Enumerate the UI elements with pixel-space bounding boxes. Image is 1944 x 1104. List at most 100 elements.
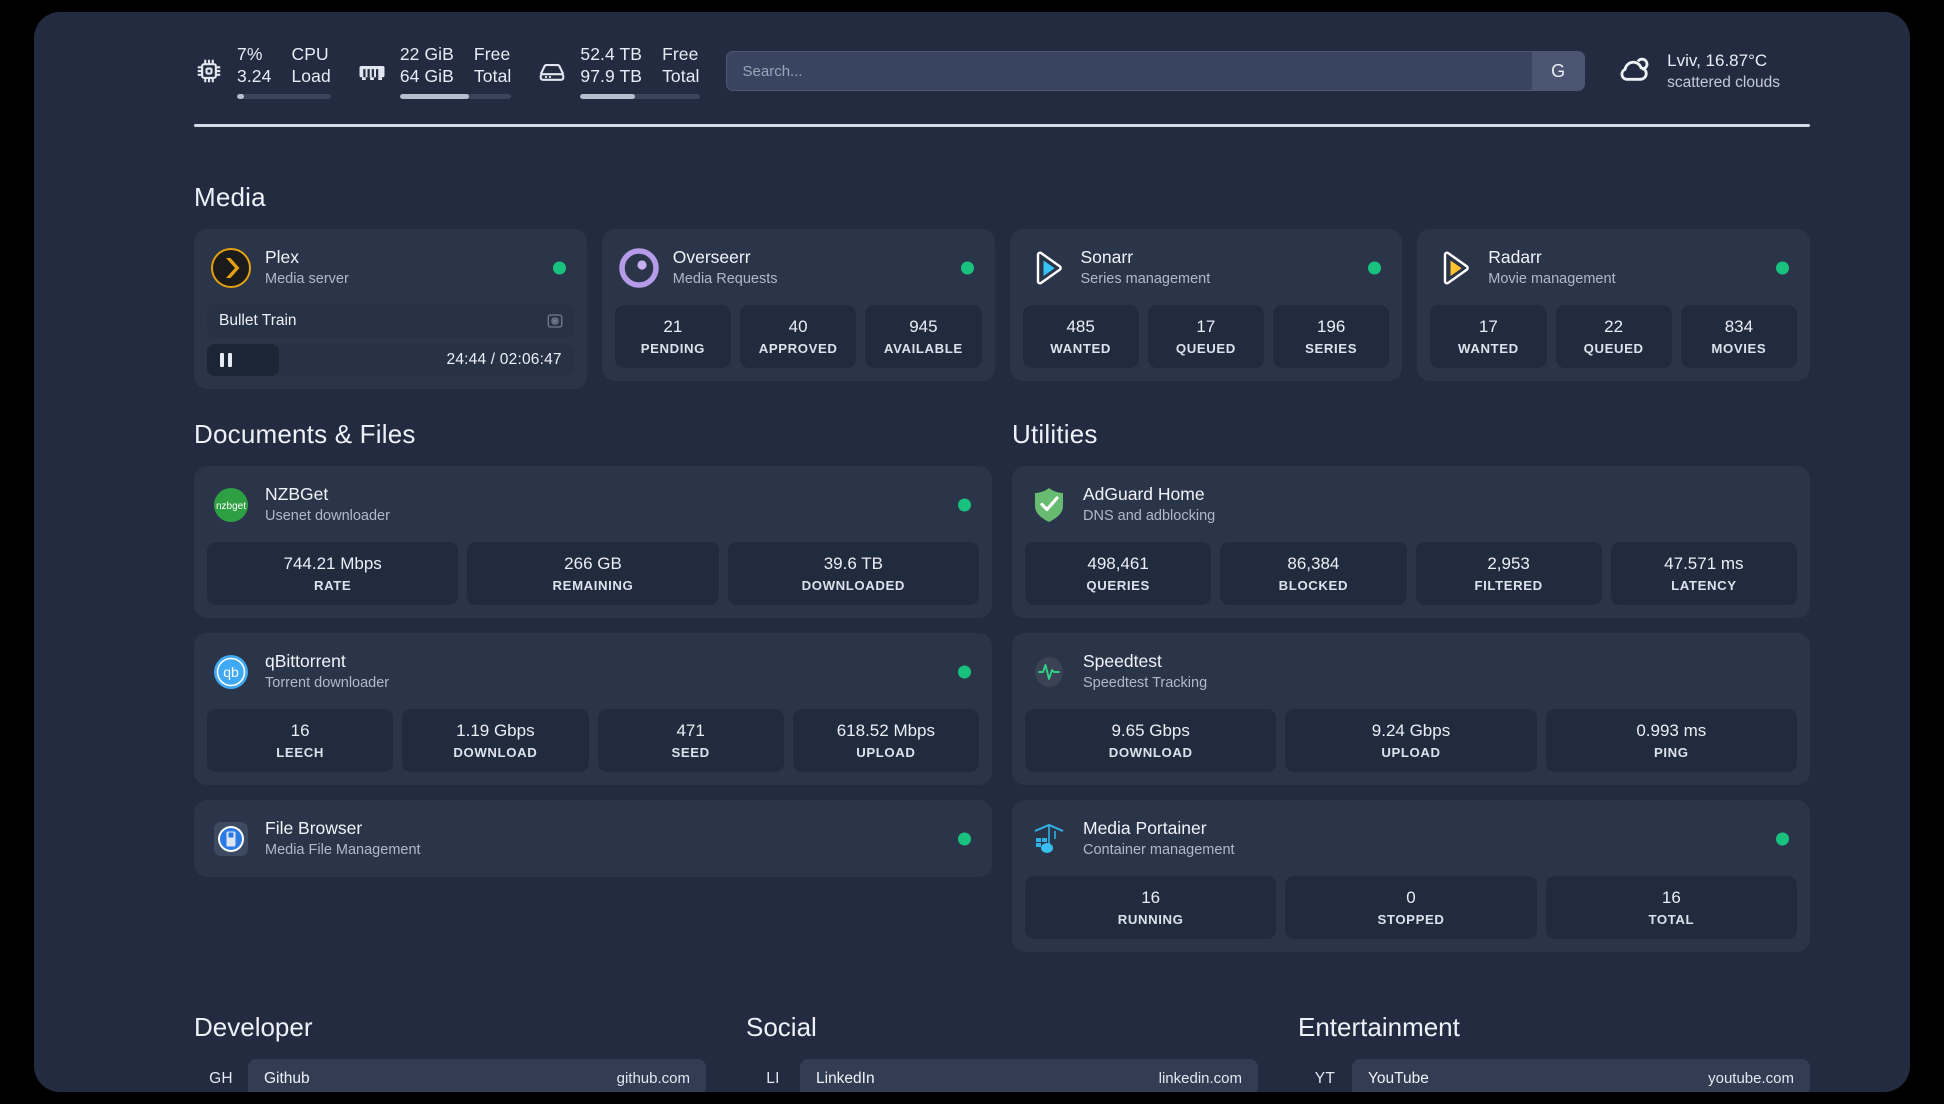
cast-icon[interactable] [546,312,564,330]
service-card-radarr[interactable]: Radarr Movie management 17 WANTED 22 QUE… [1417,229,1810,381]
stat-label: TOTAL [1648,912,1695,927]
service-card-qbittorrent[interactable]: qb qBittorrent Torrent downloader [194,633,992,785]
service-name: AdGuard Home [1083,484,1205,504]
stat-item: 945 AVAILABLE [865,305,982,368]
stat-value: 498,461 [1087,554,1149,573]
weather-location-temp: Lviv, 16.87°C [1667,50,1768,70]
service-card-plex[interactable]: Plex Media server Bullet Train [194,229,587,389]
stat-item: 16 TOTAL [1545,876,1797,939]
stat-value: 485 [1066,317,1095,336]
service-card-file-browser[interactable]: File Browser Media File Management [194,800,992,877]
stat-item: 16 LEECH [207,709,394,772]
stat-label: QUERIES [1086,578,1150,593]
stat-value: 21 [663,317,683,336]
cpu-load-value: 3.24 [237,65,272,86]
stat-value: 744.21 Mbps [283,554,382,573]
memory-label-top: Free [473,43,511,64]
bookmark-abbr: LI [766,1069,780,1087]
stat-item: 744.21 Mbps RATE [207,542,459,605]
disk-free-value: 52.4 TB [580,43,643,64]
bookmark-item[interactable]: LI LinkedIn linkedin.com [746,1059,1258,1092]
service-name: NZBGet [265,484,329,504]
status-badge [1368,261,1382,274]
stat-label: WANTED [1458,341,1519,356]
stat-value: 40 [788,317,808,336]
service-name: qBittorrent [265,651,346,671]
stat-item: 1.19 Gbps DOWNLOAD [402,709,589,772]
status-badge [958,665,971,678]
service-card-adguard-home[interactable]: AdGuard Home DNS and adblocking 498,461 … [1012,466,1810,618]
service-card-sonarr[interactable]: Sonarr Series management 485 WANTED 17 Q… [1009,229,1403,381]
bookmark-item[interactable]: GH Github github.com [194,1059,706,1092]
stat-label: BLOCKED [1278,578,1349,593]
service-subtitle: Torrent downloader [265,675,390,691]
stat-value: 17 [1478,317,1498,336]
plex-progress-bar[interactable]: 24:44 / 02:06:47 [207,344,574,376]
service-name: Overseerr [672,247,751,267]
stat-row: 16 RUNNING 0 STOPPED 16 TOTAL [1025,876,1797,939]
system-stat-disk: 52.4 TB 97.9 TB Free Total [537,43,700,99]
stat-label: FILTERED [1474,578,1543,593]
plex-timecode: 24:44 / 02:06:47 [446,351,562,368]
stat-item: 40 APPROVED [740,305,857,368]
stat-label: UPLOAD [856,745,916,760]
cpu-label-top: CPU [291,43,329,64]
stat-label: QUEUED [1583,341,1644,356]
stat-value: 39.6 TB [823,554,883,573]
stat-value: 1.19 Gbps [456,721,535,740]
service-card-speedtest[interactable]: Speedtest Speedtest Tracking 9.65 Gbps D… [1012,633,1810,785]
header-divider [194,124,1810,127]
speedtest-icon [1029,652,1069,692]
stat-value: 618.52 Mbps [836,721,936,740]
file-browser-icon [211,819,251,859]
plex-media-title: Bullet Train [219,312,297,329]
service-subtitle: DNS and adblocking [1083,508,1216,524]
service-card-media-portainer[interactable]: Media Portainer Container management 16 … [1012,800,1810,952]
stat-item: 0.993 ms PING [1545,709,1797,772]
svg-text:qb: qb [223,664,239,680]
cpu-label-bottom: Load [291,65,331,86]
stat-item: 17 QUEUED [1147,305,1264,368]
bookmark-url: linkedin.com [1158,1070,1242,1087]
section-title-documents: Documents & Files [194,419,416,449]
stat-row: 21 PENDING 40 APPROVED 945 AVAILABLE [614,305,982,368]
service-name: File Browser [265,818,363,838]
sonarr-icon [1027,248,1067,288]
stat-item: 9.24 Gbps UPLOAD [1285,709,1537,772]
search-engine-button[interactable]: G [1532,52,1585,90]
bookmark-name: LinkedIn [816,1069,875,1087]
service-subtitle: Usenet downloader [265,508,390,524]
cpu-usage-value: 7% [237,43,263,64]
stat-label: RUNNING [1117,912,1184,927]
service-subtitle: Speedtest Tracking [1083,675,1208,691]
service-name: Radarr [1488,247,1542,267]
status-badge [960,261,974,274]
bookmark-group-title: Social [746,1012,817,1042]
stat-label: LATENCY [1671,578,1737,593]
stat-value: 2,953 [1487,554,1530,573]
service-card-overseerr[interactable]: Overseerr Media Requests 21 PENDING 40 A… [601,229,995,381]
stat-row: 498,461 QUERIES 86,384 BLOCKED 2,953 FIL… [1025,542,1797,605]
pause-icon[interactable] [220,353,232,367]
search-bar[interactable]: G [725,51,1586,91]
bookmarks-area: Developer GH Github github.com SO StackO… [194,1012,1810,1092]
search-input[interactable] [726,52,1533,90]
service-subtitle: Movie management [1488,271,1616,287]
stat-label: DOWNLOAD [453,745,538,760]
stat-value: 945 [909,317,938,336]
bookmark-name: YouTube [1368,1069,1429,1087]
service-name: Plex [265,247,300,267]
disk-label-bottom: Total [662,65,700,86]
service-card-nzbget[interactable]: nzbget NZBGet Usenet downloader 74 [194,466,992,618]
stat-value: 47.571 ms [1664,554,1744,573]
stat-label: REMAINING [552,578,634,593]
stat-label: SERIES [1305,341,1358,356]
section-title-utilities: Utilities [1012,419,1098,449]
weather-widget[interactable]: Lviv, 16.87°C scattered clouds [1615,50,1780,93]
qbittorrent-icon: qb [211,652,251,692]
stat-item: 39.6 TB DOWNLOADED [727,542,979,605]
bookmark-group-title: Developer [194,1012,313,1042]
bookmark-item[interactable]: YT YouTube youtube.com [1298,1059,1810,1092]
stat-row: 744.21 Mbps RATE 266 GB REMAINING 39.6 T… [207,542,979,605]
stat-value: 471 [676,721,705,740]
